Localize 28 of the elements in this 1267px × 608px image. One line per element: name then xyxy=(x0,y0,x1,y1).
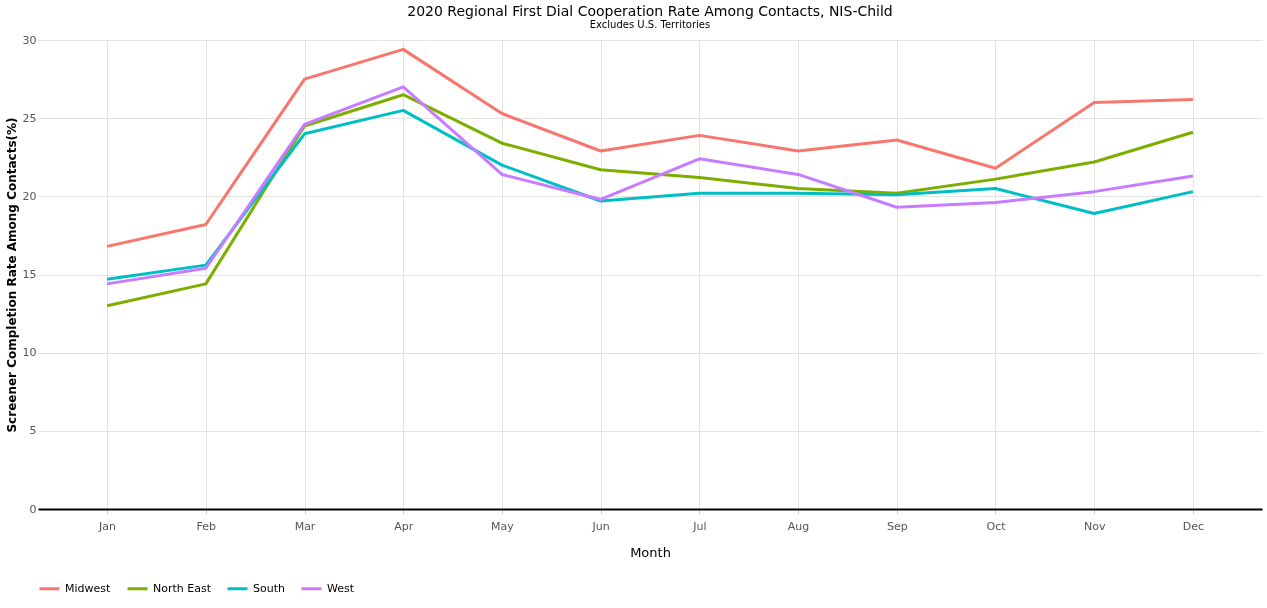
y-tick-label: 5 xyxy=(29,424,37,438)
y-tick-label: 10 xyxy=(22,346,37,360)
x-axis-title: Month xyxy=(630,544,671,560)
y-axis-title: Screener Completion Rate Among Contacts(%) xyxy=(4,117,19,433)
y-tick-label: 0 xyxy=(29,502,37,516)
y-tick-label: 25 xyxy=(22,111,37,125)
chart-subtitle: Excludes U.S. Territories xyxy=(589,19,711,30)
x-tick-label: Dec xyxy=(1182,519,1205,533)
x-tick-label: Apr xyxy=(394,519,414,533)
chart-title: 2020 Regional First Dial Cooperation Rate Among Contacts, NIS-Child xyxy=(407,3,893,19)
legend-label: West xyxy=(327,581,355,595)
legend-label: Midwest xyxy=(65,581,112,595)
x-tick-label: Jun xyxy=(591,519,610,533)
x-tick-label: Jul xyxy=(692,519,707,533)
x-tick-label: Oct xyxy=(986,519,1007,533)
x-tick-label: Jan xyxy=(98,519,117,533)
x-tick-label: Mar xyxy=(294,519,316,533)
x-tick-label: Nov xyxy=(1083,519,1106,533)
line-series xyxy=(105,47,1195,248)
x-tick-label: May xyxy=(491,519,515,533)
y-tick-label: 20 xyxy=(22,189,37,203)
legend-label: South xyxy=(253,581,285,595)
legend-label: North East xyxy=(153,581,212,595)
y-tick-label: 30 xyxy=(22,33,37,47)
x-tick-label: Feb xyxy=(196,519,217,533)
y-tick-label: 15 xyxy=(22,268,37,281)
x-tick-label: Sep xyxy=(886,519,908,533)
x-tick-label: Aug xyxy=(787,519,810,533)
